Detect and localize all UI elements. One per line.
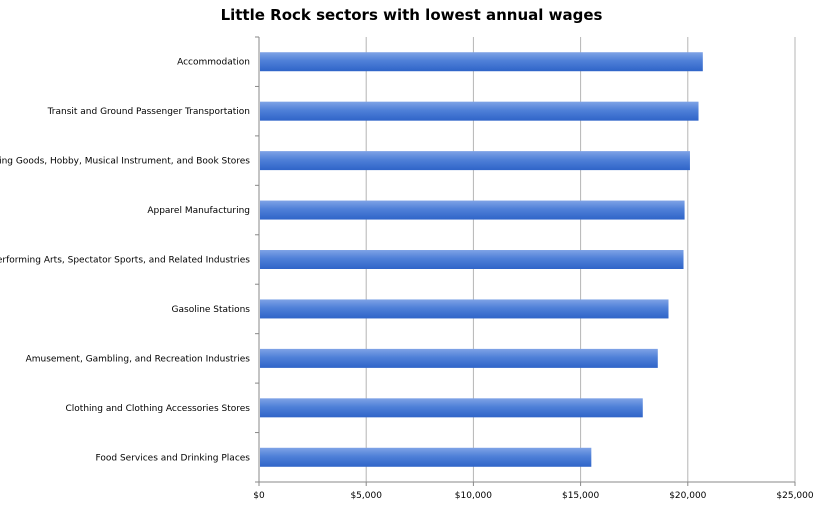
bars — [260, 52, 703, 467]
bar — [260, 101, 699, 121]
x-tick-label: $5,000 — [350, 491, 382, 501]
category-label: Performing Arts, Spectator Sports, and R… — [0, 256, 250, 266]
category-label: Transit and Ground Passenger Transportat… — [47, 107, 250, 117]
bar — [260, 151, 690, 171]
x-tick-label: $20,000 — [669, 491, 706, 501]
x-tick-label: $25,000 — [776, 491, 813, 501]
category-label: Accommodation — [177, 58, 250, 68]
bar — [260, 200, 685, 220]
bar — [260, 348, 658, 368]
bar — [260, 250, 684, 269]
bar — [260, 398, 643, 418]
bar — [260, 447, 592, 467]
category-label: Sporting Goods, Hobby, Musical Instrumen… — [0, 157, 250, 167]
x-tick-label: $0 — [253, 491, 265, 501]
labels: Accommodation Transit and Ground Passenge… — [0, 58, 814, 501]
x-tick-label: $10,000 — [455, 491, 492, 501]
category-label: Amusement, Gambling, and Recreation Indu… — [26, 354, 251, 364]
category-label: Food Services and Drinking Places — [96, 453, 251, 463]
category-label: Apparel Manufacturing — [147, 206, 250, 216]
category-label: Gasoline Stations — [172, 305, 251, 315]
bar — [260, 299, 669, 319]
chart-title: Little Rock sectors with lowest annual w… — [220, 6, 603, 24]
category-label: Clothing and Clothing Accessories Stores — [66, 404, 251, 414]
axes — [255, 36, 796, 486]
bar — [260, 52, 703, 72]
x-tick-label: $15,000 — [562, 491, 599, 501]
